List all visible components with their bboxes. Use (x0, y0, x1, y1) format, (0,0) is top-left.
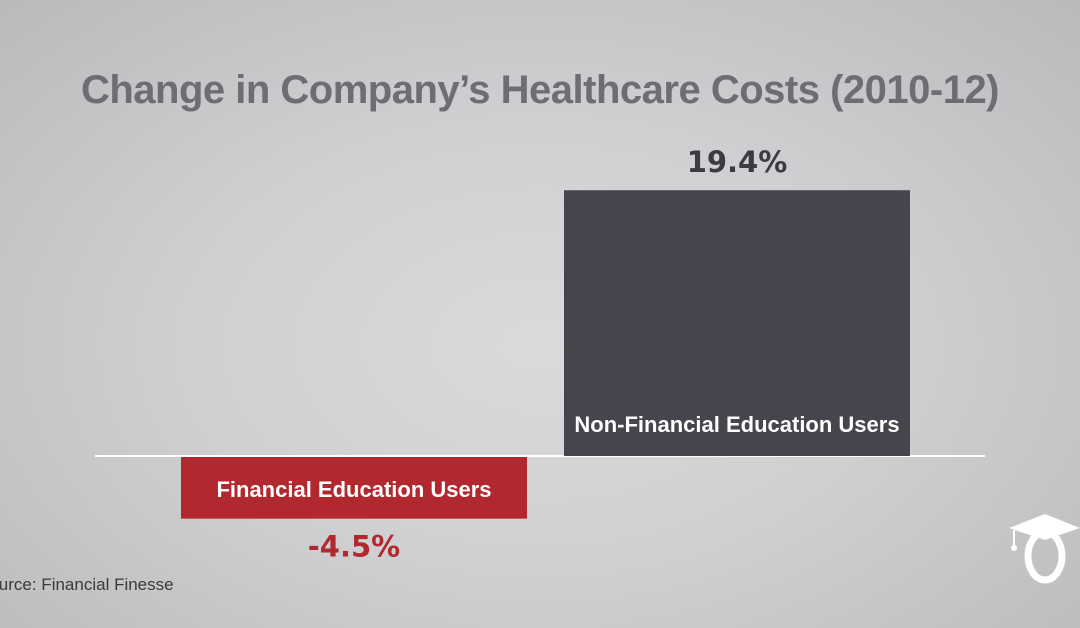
bar-category-label: Financial Education Users (216, 477, 491, 502)
bar-value-label: 19.4% (687, 145, 788, 179)
bar-category-label: Non-Financial Education Users (574, 412, 899, 437)
source-note: Source: Financial Finesse (0, 575, 174, 594)
bar-1 (181, 457, 527, 519)
graduation-cap-logo-icon (1009, 514, 1080, 584)
bar-2 (564, 190, 910, 456)
bar-value-label: -4.5% (308, 530, 400, 564)
chart-title: Change in Company’s Healthcare Costs (20… (80, 68, 1000, 112)
